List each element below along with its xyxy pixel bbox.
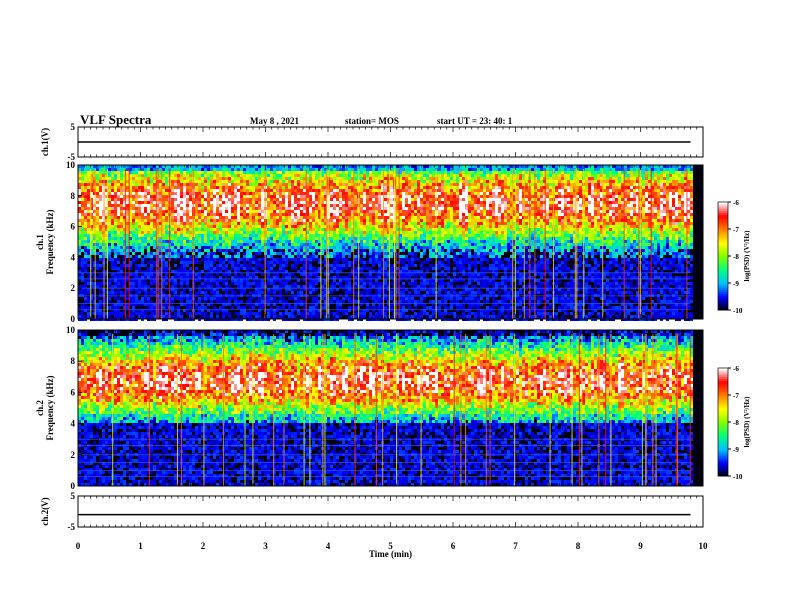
spectrogram-ch2-spectrogram (78, 330, 703, 486)
y-tick-label: 2 (71, 450, 76, 460)
x-tick-label: 3 (263, 541, 268, 551)
colorbar-label: log(PSD) (V²/Hz) (743, 396, 751, 448)
y-tick-label: 6 (71, 387, 76, 397)
spectrogram-ch1-spectrogram (78, 165, 703, 321)
colorbar-tick-label: -10 (733, 307, 743, 315)
x-tick-label: 6 (451, 541, 456, 551)
y-tick-label: 10 (66, 325, 76, 335)
y-axis-label: ch.1 (35, 234, 45, 250)
colorbar-tick-label: -8 (733, 419, 739, 427)
y-tick-label: 4 (71, 252, 76, 262)
x-tick-label: 2 (201, 541, 206, 551)
x-tick-label: 7 (513, 541, 518, 551)
colorbar-tick-label: -7 (733, 392, 739, 400)
colorbar-tick-label: -6 (733, 365, 739, 373)
x-tick-label: 10 (699, 541, 709, 551)
y-axis-label: Frequency (kHz) (45, 209, 55, 274)
x-tick-label: 1 (138, 541, 143, 551)
y-tick-label: 4 (71, 419, 76, 429)
colorbar-tick-label: -9 (733, 446, 739, 454)
y-tick-label: 8 (71, 191, 76, 201)
colorbar-2 (718, 368, 731, 477)
y-tick-label: 8 (71, 356, 76, 366)
y-tick-label: 5 (71, 122, 76, 132)
x-axis-label: Time (min) (369, 549, 412, 559)
colorbar-tick-label: -10 (733, 473, 743, 481)
y-axis-label: ch.2(V) (40, 497, 50, 525)
y-tick-label: 0 (71, 481, 76, 491)
x-tick-label: 9 (638, 541, 643, 551)
colorbar-label: log(PSD) (V²/Hz) (743, 230, 751, 282)
colorbar-1 (718, 202, 731, 311)
x-tick-label: 8 (576, 541, 581, 551)
y-axis-label: ch.2 (35, 400, 45, 416)
colorbar-tick-label: -6 (733, 199, 739, 207)
y-tick-label: -5 (68, 522, 76, 532)
y-tick-label: 10 (66, 160, 76, 170)
y-tick-label: 6 (71, 222, 76, 232)
y-tick-label: 2 (71, 283, 76, 293)
colorbar-tick-label: -9 (733, 280, 739, 288)
y-axis-label: Frequency (kHz) (45, 375, 55, 440)
y-tick-label: 5 (71, 491, 76, 501)
x-tick-label: 0 (76, 541, 81, 551)
y-tick-label: 0 (71, 314, 76, 324)
colorbar-tick-label: -7 (733, 226, 739, 234)
y-axis-label: ch.1(V) (40, 128, 50, 156)
colorbar-tick-label: -8 (733, 253, 739, 261)
x-tick-label: 4 (326, 541, 331, 551)
